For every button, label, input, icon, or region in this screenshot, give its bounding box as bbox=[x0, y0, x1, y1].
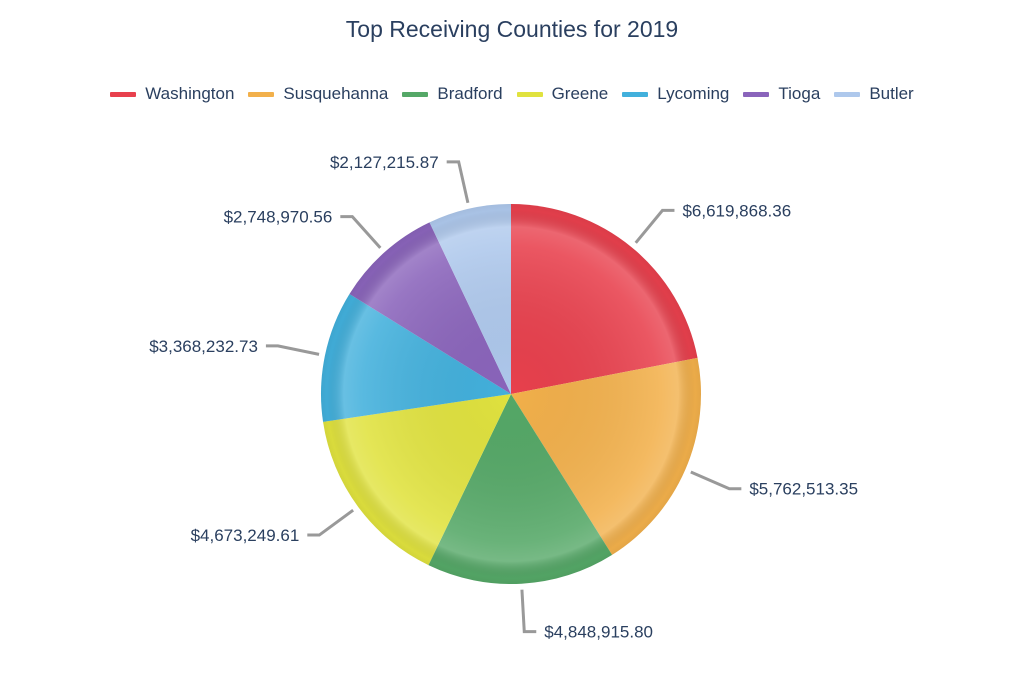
leader-line bbox=[265, 344, 320, 356]
legend-swatch bbox=[622, 91, 649, 97]
legend-swatch bbox=[402, 91, 429, 97]
data-label: $3,368,232.73 bbox=[149, 337, 258, 356]
legend-item-washington[interactable]: Washington bbox=[110, 84, 234, 104]
legend-item-greene[interactable]: Greene bbox=[516, 84, 609, 104]
legend-swatch bbox=[248, 91, 275, 97]
legend-swatch bbox=[834, 91, 861, 97]
legend-swatch bbox=[110, 91, 137, 97]
legend-label: Butler bbox=[869, 84, 914, 103]
chart-title: Top Receiving Counties for 2019 bbox=[345, 16, 679, 42]
data-label: $4,673,249.61 bbox=[191, 526, 300, 545]
leader-line bbox=[634, 208, 675, 244]
leader-line bbox=[307, 508, 355, 537]
legend-swatch bbox=[516, 91, 543, 97]
data-label: $4,848,915.80 bbox=[544, 623, 653, 642]
legend-label: Tioga bbox=[778, 84, 821, 103]
leader-line bbox=[446, 160, 470, 204]
data-label: $2,127,215.87 bbox=[330, 153, 439, 172]
leader-line bbox=[690, 470, 742, 491]
leader-line bbox=[340, 215, 382, 249]
legend-swatch bbox=[743, 91, 770, 97]
legend-item-lycoming[interactable]: Lycoming bbox=[622, 84, 729, 104]
legend-label: Lycoming bbox=[657, 84, 730, 103]
legend-item-tioga[interactable]: Tioga bbox=[743, 84, 820, 104]
legend-item-bradford[interactable]: Bradford bbox=[402, 84, 503, 104]
data-label: $6,619,868.36 bbox=[682, 201, 791, 220]
data-label: $2,748,970.56 bbox=[224, 208, 333, 227]
legend-item-butler[interactable]: Butler bbox=[834, 84, 914, 104]
leader-line bbox=[520, 589, 537, 634]
legend-label: Susquehanna bbox=[283, 84, 389, 103]
legend-label: Bradford bbox=[437, 84, 503, 103]
legend-label: Greene bbox=[551, 84, 609, 103]
data-label: $5,762,513.35 bbox=[749, 480, 858, 499]
legend: Washington Susquehanna Bradford Greene Lycom… bbox=[0, 84, 1024, 104]
legend-label: Washington bbox=[145, 84, 235, 103]
legend-item-susquehanna[interactable]: Susquehanna bbox=[248, 84, 388, 104]
